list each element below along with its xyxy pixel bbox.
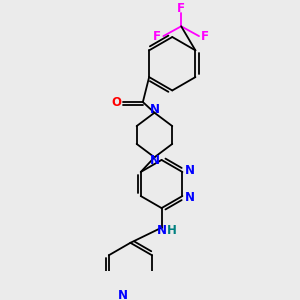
Text: F: F bbox=[201, 30, 209, 43]
Text: F: F bbox=[153, 30, 161, 43]
Text: H: H bbox=[167, 224, 177, 237]
Text: N: N bbox=[149, 154, 160, 167]
Text: N: N bbox=[118, 289, 128, 300]
Text: F: F bbox=[177, 2, 185, 15]
Text: N: N bbox=[184, 164, 194, 177]
Text: O: O bbox=[111, 95, 121, 109]
Text: N: N bbox=[184, 191, 194, 204]
Text: N: N bbox=[157, 224, 166, 237]
Text: N: N bbox=[149, 103, 160, 116]
